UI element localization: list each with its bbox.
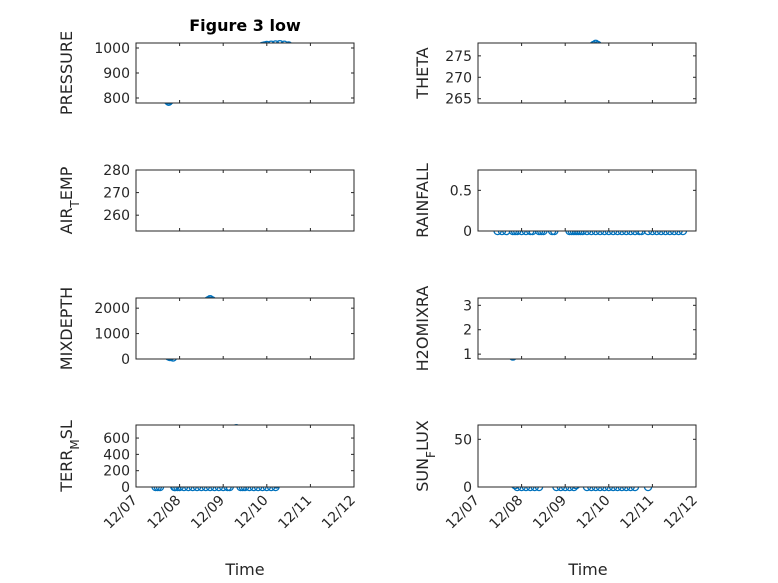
figure-title: Figure 3 low [189, 16, 301, 35]
axes-box [135, 297, 355, 360]
x-tick-label: 12/08 [145, 493, 185, 533]
y-tick-label: 1 [463, 347, 472, 363]
y-tick-label: 0 [463, 224, 472, 240]
subplot-4: 0 0.5 RAINFALL [413, 163, 697, 240]
y-tick-label: 270 [445, 70, 472, 86]
axes-box [135, 42, 355, 104]
subplot-5: 0 1000 2000 MIXDEPTH [57, 287, 355, 370]
axes-box [135, 424, 355, 488]
axes-box [135, 169, 355, 232]
y-tick-label: 50 [454, 432, 472, 448]
y-axis-label: AIRTEMP [57, 166, 82, 234]
x-axis-label-left: Time [224, 560, 264, 579]
y-tick-label: 200 [103, 464, 130, 480]
y-axis-label: H2OMIXRA [413, 286, 432, 372]
axes-box [477, 424, 697, 488]
y-tick-label: 2 [463, 323, 472, 339]
y-tick-label: 0 [121, 352, 130, 368]
subplot-2: 265 270 275 THETA [413, 39, 697, 108]
x-tick-label: 12/12 [319, 493, 359, 533]
y-tick-label: 260 [103, 208, 130, 224]
x-tick-label: 12/09 [188, 493, 228, 533]
x-tick-label: 12/08 [487, 493, 527, 533]
y-tick-label: 270 [103, 186, 130, 202]
y-tick-label: 1000 [94, 327, 130, 343]
y-axis-label: THETA [413, 47, 432, 99]
y-tick-label: 275 [445, 49, 472, 65]
x-tick-label: 12/11 [275, 493, 315, 533]
y-tick-label: 0 [121, 480, 130, 496]
y-axis-label: PRESSURE [57, 31, 76, 115]
y-tick-label: 2000 [94, 301, 130, 317]
x-tick-label: 12/12 [661, 493, 701, 533]
subplot-1: 800 900 1000 PRESSURE [57, 31, 355, 115]
y-tick-label: 800 [103, 91, 130, 107]
y-tick-label: 280 [103, 163, 130, 179]
x-tick-label: 12/07 [443, 493, 483, 533]
y-axis-label: TERRMSL [57, 420, 82, 493]
y-axis-label: MIXDEPTH [57, 287, 76, 370]
subplot-3: 260 270 280 AIRTEMP [57, 163, 355, 234]
y-tick-label: 265 [445, 92, 472, 108]
x-tick-label: 12/10 [574, 493, 614, 533]
y-tick-label: 3 [463, 298, 472, 314]
axes-box [477, 169, 697, 232]
y-tick-label: 600 [103, 431, 130, 447]
x-tick-label: 12/11 [617, 493, 657, 533]
x-tick-label: 12/09 [530, 493, 570, 533]
axes-box [477, 42, 697, 104]
subplot-6: 1 2 3 H2OMIXRA [413, 286, 697, 372]
y-axis-label: RAINFALL [413, 163, 432, 238]
x-axis-label-right: Time [567, 560, 607, 579]
y-tick-label: 900 [103, 66, 130, 82]
axes-box [477, 297, 697, 360]
subplot-8: 0 50 12/07 12/08 12/09 12/10 12/11 12/12 SUNFLUX [413, 420, 701, 532]
y-tick-label: 400 [103, 447, 130, 463]
y-axis-label: SUNFLUX [413, 420, 438, 492]
x-tick-label: 12/07 [101, 493, 141, 533]
y-tick-label: 0 [463, 480, 472, 496]
y-tick-label: 0.5 [450, 183, 472, 199]
y-tick-label: 1000 [94, 41, 130, 57]
x-tick-label: 12/10 [232, 493, 272, 533]
